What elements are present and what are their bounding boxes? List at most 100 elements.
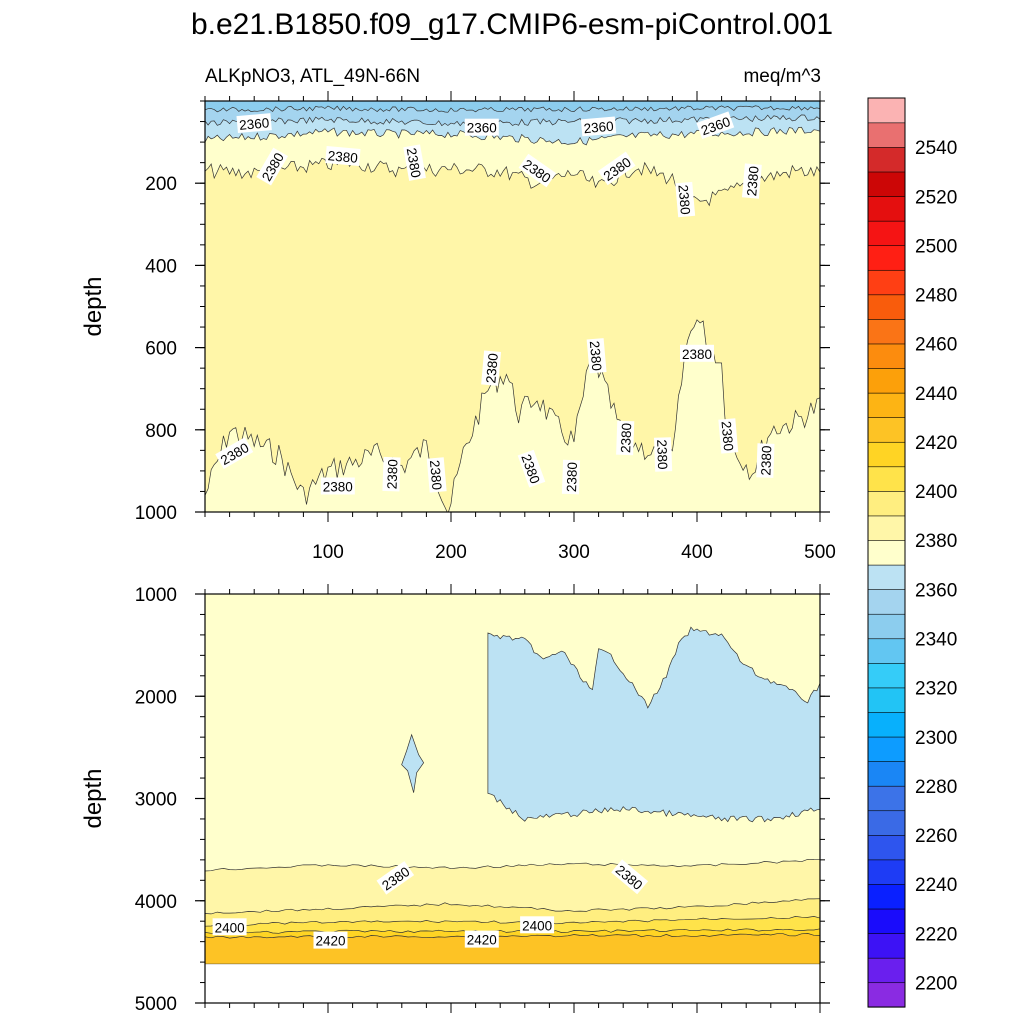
x-tick-label: 100: [312, 542, 344, 563]
colorbar-label: 2260: [915, 826, 957, 847]
y-axis-label: depth: [80, 276, 107, 336]
contour-label-bg: [597, 151, 636, 186]
colorbar-box: [867, 294, 906, 320]
colorbar-box: [867, 982, 906, 1008]
contour-label-bg: [325, 146, 361, 166]
left-subtitle: ALKpNO3, ATL_49N-66N: [205, 66, 420, 87]
y-tick-label: 600: [145, 339, 177, 360]
colorbar-box: [867, 490, 906, 517]
contour-label-bg: [382, 456, 401, 492]
colorbar-box: [867, 564, 906, 590]
contour-label-bg: [256, 147, 289, 186]
colorbar-box: [867, 122, 906, 148]
x-tick-label: 200: [435, 542, 467, 563]
contour-label-text: 2380: [323, 480, 353, 495]
contour-label-text: 2380: [675, 184, 693, 215]
colorbar-box: [867, 97, 906, 124]
x-tick-label: 500: [804, 542, 836, 563]
colorbar-label: 2420: [915, 433, 957, 454]
colorbar-frame: [867, 97, 906, 1008]
contour-label-text: 2360: [467, 121, 497, 136]
colorbar-label: 2340: [915, 629, 957, 650]
colorbar: 2200 2220 2240 2260 2280 2300 2320 2340 2360 2380…: [867, 97, 957, 1008]
figure-title: b.e21.B1850.f09_g17.CMIP6-esm-piControl.…: [191, 8, 833, 41]
y-tick-label: 2000: [135, 687, 177, 708]
colorbar-box: [867, 318, 906, 345]
y-tick-label: 200: [145, 174, 177, 195]
colorbar-box: [867, 220, 906, 247]
contour-label-text: 2380: [427, 459, 445, 490]
contour-label: 2380: [561, 459, 581, 495]
contour-label: 2380: [616, 420, 635, 456]
colorbar-label: 2220: [915, 924, 957, 945]
contour-field: [205, 594, 820, 1003]
colorbar-box: [867, 834, 906, 861]
colorbar-box: [867, 392, 906, 418]
x-tick-label: 400: [681, 542, 713, 563]
contour-label-text: 2400: [215, 920, 245, 935]
contour-label: 2360: [580, 116, 617, 137]
contour-label: 2380: [675, 181, 696, 218]
colorbar-box: [867, 515, 906, 541]
contour-label-text: 2360: [239, 115, 270, 133]
contour-label-bg: [236, 113, 272, 134]
colorbar-box: [867, 195, 906, 222]
contour-label-bg: [741, 163, 762, 199]
y-tick-label: 1000: [135, 503, 177, 524]
colorbar-label: 2200: [915, 973, 957, 994]
contour-label-bg: [313, 931, 348, 949]
colorbar-box: [867, 662, 906, 689]
contour-label-text: 2380: [618, 423, 634, 454]
contour-label-text: 2380: [483, 353, 501, 384]
colorbar-box: [867, 171, 906, 197]
colorbar-box: [867, 785, 906, 812]
band-2430: [205, 933, 820, 965]
contour-label-text: 2380: [404, 147, 424, 179]
colorbar-label: 2300: [915, 728, 957, 749]
colorbar-box: [867, 761, 906, 787]
contour-label: 2360: [464, 118, 499, 136]
colorbar-box: [867, 539, 906, 566]
contour-label: 2380: [654, 437, 673, 472]
contour-label-bg: [680, 344, 714, 362]
colorbar-box: [867, 367, 906, 394]
contour-label-text: 2380: [564, 462, 580, 493]
colorbar-box: [867, 343, 906, 369]
blue-patch: [401, 733, 425, 793]
colorbar-label: 2240: [915, 875, 957, 896]
colorbar-label: 2400: [915, 482, 957, 503]
y-tick-label: 4000: [135, 892, 177, 913]
contour-label-text: 2420: [315, 934, 345, 949]
contour-label-bg: [718, 418, 739, 454]
contour-label: 2400: [520, 916, 555, 934]
colorbar-box: [867, 957, 906, 984]
contour-label-bg: [464, 930, 499, 948]
contour-label-text: 2380: [719, 420, 737, 451]
contour-label-text: 2380: [682, 347, 712, 362]
x-tick-label: 300: [558, 542, 590, 563]
colorbar-box: [867, 883, 906, 910]
colorbar-label: 2500: [915, 236, 957, 257]
colorbar-label: 2380: [915, 531, 957, 552]
contour-label-bg: [426, 457, 447, 493]
contour-label: 2380: [325, 146, 361, 166]
colorbar-box: [867, 146, 906, 173]
colorbar-box: [867, 245, 906, 271]
contour-label: 2400: [212, 918, 247, 936]
contour-label: 2360: [236, 113, 272, 134]
colorbar-label: 2360: [915, 580, 957, 601]
colorbar-box: [867, 736, 906, 762]
y-tick-label: 800: [145, 421, 177, 442]
contour-label-bg: [518, 153, 557, 188]
y-tick-label: 400: [145, 256, 177, 277]
contour-label-bg: [696, 111, 735, 140]
contour-label-bg: [212, 918, 247, 936]
contour-label: 2420: [313, 931, 348, 949]
units-subtitle: meq/m^3: [743, 66, 821, 87]
contour-label: 2380: [741, 163, 762, 199]
contour-label: 2420: [464, 930, 499, 948]
colorbar-box: [867, 466, 906, 492]
colorbar-box: [867, 908, 906, 934]
